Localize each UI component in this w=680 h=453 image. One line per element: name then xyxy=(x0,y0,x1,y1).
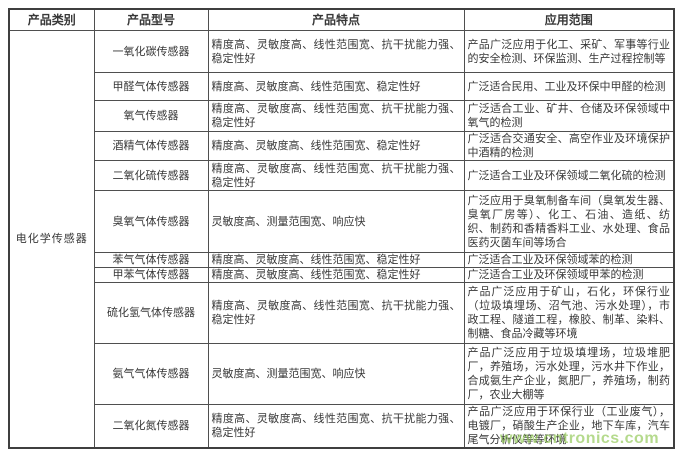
table-row: 酒精气体传感器 精度高、灵敏度高、线性范围宽、稳定性好 广泛适合交通安全、高空作业及… xyxy=(9,131,675,161)
column-header-model: 产品型号 xyxy=(93,8,209,31)
application-cell: 广泛应用于臭氧制备车间（臭氧发生器、臭氧厂房等）、化工、石油、造纸、纺织、制药和… xyxy=(463,190,675,253)
features-cell: 灵敏度高、测量范围宽、响应快 xyxy=(207,343,465,405)
application-cell: 产品广泛应用于垃圾填埋场，垃圾堆肥厂，养殖场，污水处理，污水井下作业，合成氨生产… xyxy=(463,343,675,405)
features-cell: 精度高、灵敏度高、线性范围宽、抗干扰能力强、稳定性好 xyxy=(207,404,465,449)
model-cell: 甲醛气体传感器 xyxy=(93,72,209,101)
application-cell: 广泛适合工业及环保领域甲苯的检测 xyxy=(463,267,675,283)
features-cell: 精度高、灵敏度高、线性范围宽、抗干扰能力强、稳定性好 xyxy=(207,30,465,73)
table-row: 臭氧气体传感器 灵敏度高、测量范围宽、响应快 广泛应用于臭氧制备车间（臭氧发生器、臭… xyxy=(9,190,675,253)
model-cell: 二氧化氮传感器 xyxy=(93,404,209,449)
features-cell: 精度高、灵敏度高、线性范围宽、抗干扰能力强、稳定性好 xyxy=(207,160,465,191)
features-cell: 精度高、灵敏度高、线性范围宽、稳定性好 xyxy=(207,267,465,283)
features-cell: 灵敏度高、测量范围宽、响应快 xyxy=(207,190,465,253)
column-header-features: 产品特点 xyxy=(207,8,465,31)
features-cell: 精度高、灵敏度高、线性范围宽、稳定性好 xyxy=(207,72,465,101)
table-row: 甲醛气体传感器 精度高、灵敏度高、线性范围宽、稳定性好 广泛适合民用、工业及环保中甲… xyxy=(9,72,675,101)
table-row: 氨气气体传感器 灵敏度高、测量范围宽、响应快 产品广泛应用于垃圾填埋场，垃圾堆肥厂，… xyxy=(9,343,675,405)
application-cell: 产品广泛应用于环保行业（工业废气），电镀厂，硝酸生产企业，地下车库，汽车尾气分析… xyxy=(463,404,675,449)
model-cell: 氧气传感器 xyxy=(93,100,209,132)
table-header-row: 产品类别 产品型号 产品特点 应用范围 xyxy=(8,8,675,31)
features-cell: 精度高、灵敏度高、线性范围宽、稳定性好 xyxy=(207,131,465,161)
table-row: 硫化氢气体传感器 精度高、灵敏度高、线性范围宽、抗干扰能力强、稳定性好 产品广泛应用… xyxy=(9,282,675,344)
table-row: 二氧化硫传感器 精度高、灵敏度高、线性范围宽、抗干扰能力强、稳定性好 广泛适合工业及… xyxy=(9,160,675,191)
model-cell: 苯气气体传感器 xyxy=(93,252,209,268)
application-cell: 广泛适合工业及环保领域苯的检测 xyxy=(463,252,675,268)
model-cell: 甲苯气体传感器 xyxy=(93,267,209,283)
table-row: 氧气传感器 精度高、灵敏度高、线性范围宽、抗干扰能力强、稳定性好 广泛适合工业、矿井… xyxy=(9,100,675,132)
category-cell: 电化学传感器 xyxy=(8,30,95,449)
column-header-category: 产品类别 xyxy=(8,8,95,31)
features-cell: 精度高、灵敏度高、线性范围宽、抗干扰能力强、稳定性好 xyxy=(207,100,465,132)
model-cell: 二氧化硫传感器 xyxy=(93,160,209,191)
model-cell: 硫化氢气体传感器 xyxy=(93,282,209,344)
model-cell: 氨气气体传感器 xyxy=(93,343,209,405)
table-row: 电化学传感器 一氧化碳传感器 精度高、灵敏度高、线性范围宽、抗干扰能力强、稳定性好产… xyxy=(8,30,675,449)
column-header-application: 应用范围 xyxy=(463,8,675,31)
application-cell: 广泛适合民用、工业及环保中甲醛的检测 xyxy=(463,72,675,101)
table-row: 甲苯气体传感器 精度高、灵敏度高、线性范围宽、稳定性好 广泛适合工业及环保领域甲苯的… xyxy=(9,267,675,283)
application-cell: 产品广泛应用于化工、采矿、军事等行业的安全检测、环保监测、生产过程控制等 xyxy=(463,30,675,73)
table-body: 电化学传感器 一氧化碳传感器 精度高、灵敏度高、线性范围宽、抗干扰能力强、稳定性好产… xyxy=(8,30,675,449)
model-cell: 酒精气体传感器 xyxy=(93,131,209,161)
features-cell: 精度高、灵敏度高、线性范围宽、稳定性好 xyxy=(207,252,465,268)
model-cell: 一氧化碳传感器 xyxy=(93,30,209,73)
features-cell: 精度高、灵敏度高、线性范围宽、抗干扰能力强、稳定性好 xyxy=(207,282,465,344)
application-cell: 广泛适合工业、矿井、仓储及环保领域中氧气的检测 xyxy=(463,100,675,132)
product-table: 产品类别 产品型号 产品特点 应用范围 电化学传感器 一氧化碳传感器 精度高、灵敏度… xyxy=(8,8,675,449)
application-cell: 广泛适合工业及环保领域二氧化硫的检测 xyxy=(463,160,675,191)
table-row: 苯气气体传感器 精度高、灵敏度高、线性范围宽、稳定性好 广泛适合工业及环保领域苯的检… xyxy=(9,252,675,268)
table-row: 二氧化氮传感器 精度高、灵敏度高、线性范围宽、抗干扰能力强、稳定性好 产品广泛应用于… xyxy=(9,404,675,449)
application-cell: 产品广泛应用于矿山，石化，环保行业（垃圾填埋场、沼气池、污水处理），市政工程、隧… xyxy=(463,282,675,344)
model-cell: 臭氧气体传感器 xyxy=(93,190,209,253)
application-cell: 广泛适合交通安全、高空作业及环境保护中酒精的检测 xyxy=(463,131,675,161)
